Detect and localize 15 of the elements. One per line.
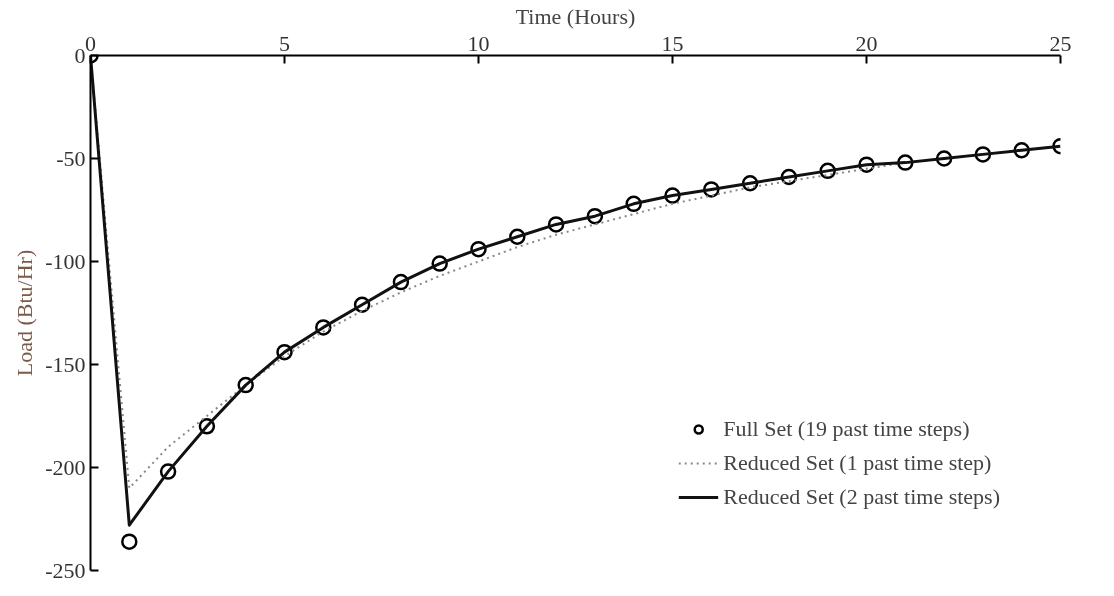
x-tick-label: 20 <box>855 30 878 56</box>
x-tick-label: 25 <box>1049 30 1072 56</box>
y-tick-label: -50 <box>56 145 86 171</box>
y-tick-label: -200 <box>45 454 86 480</box>
y-tick-label: -150 <box>45 351 86 377</box>
y-tick-label: -100 <box>45 248 86 274</box>
legend-label: Reduced Set (1 past time step) <box>723 450 992 476</box>
x-tick-label: 5 <box>279 30 290 56</box>
x-tick-label: 15 <box>661 30 684 56</box>
y-axis-title: Load (Btu/Hr) <box>12 249 38 377</box>
x-tick-label: 10 <box>467 30 490 56</box>
y-tick-label: -250 <box>45 557 86 583</box>
legend-label: Reduced Set (2 past time steps) <box>723 484 1000 510</box>
x-axis-title: Time (Hours) <box>515 3 636 29</box>
legend-label: Full Set (19 past time steps) <box>723 416 970 442</box>
